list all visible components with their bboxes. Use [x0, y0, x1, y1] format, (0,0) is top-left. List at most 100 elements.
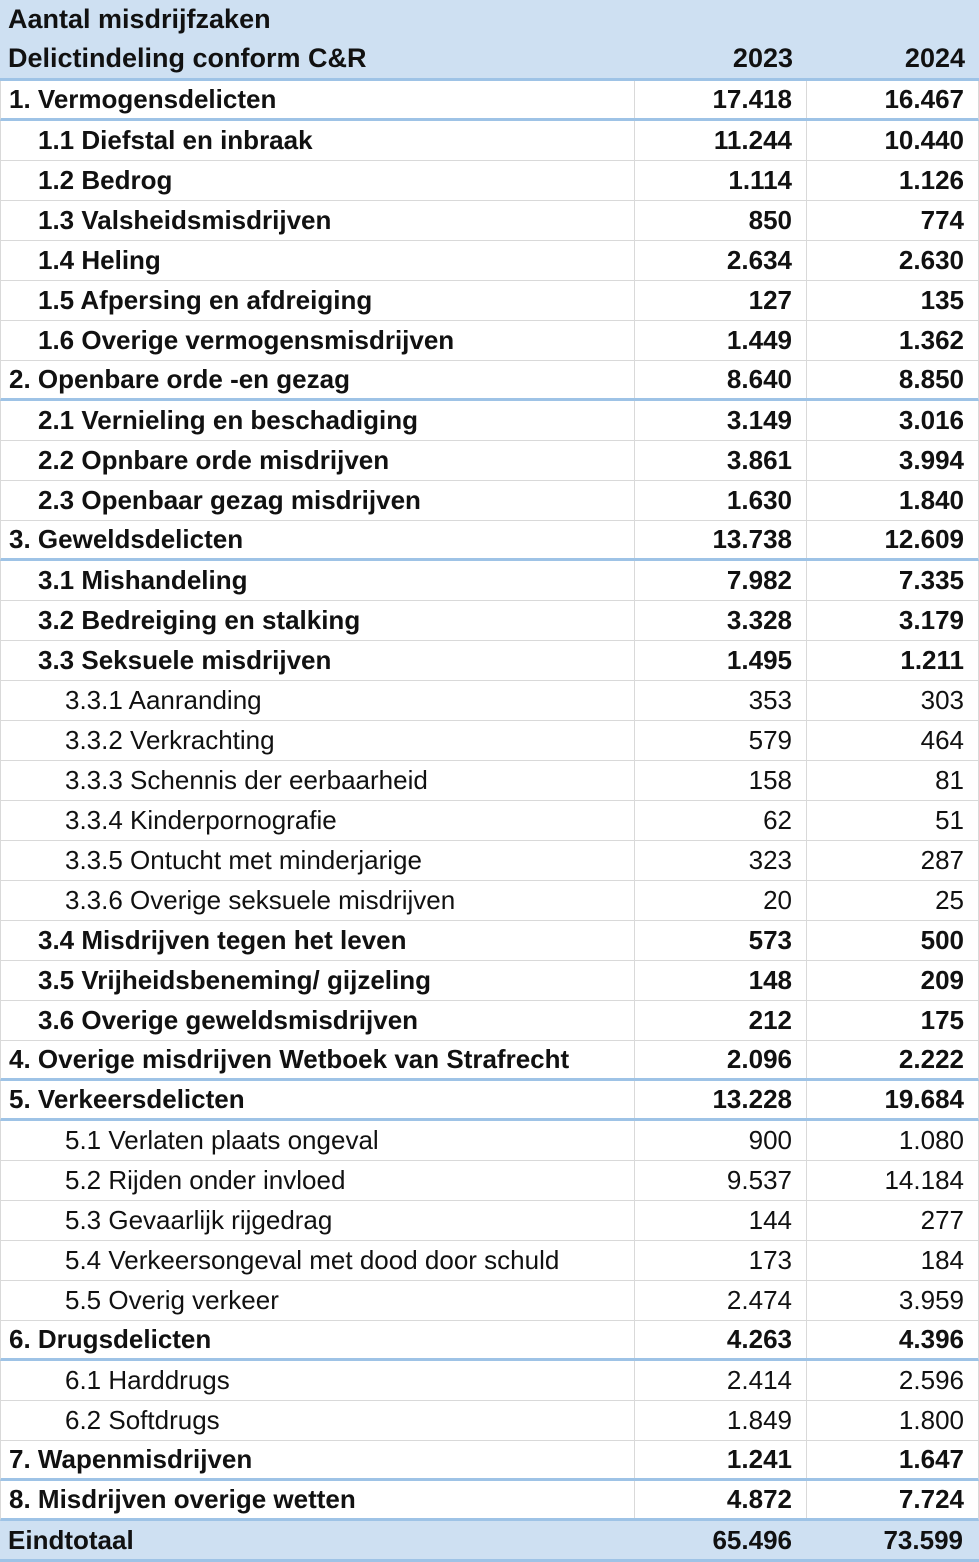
- value-2024: 10.440: [884, 125, 964, 155]
- table-body: 1. Vermogensdelicten 17.418 16.467 1.1 D…: [0, 81, 979, 1521]
- value-2024: 19.684: [884, 1084, 964, 1114]
- total-value-2024: 73.599: [883, 1524, 963, 1555]
- delict-label: 6. Drugsdelicten: [1, 1321, 635, 1358]
- delict-label: 6.1 Harddrugs: [1, 1361, 635, 1400]
- delict-label: 5. Verkeersdelicten: [1, 1081, 635, 1118]
- table-row: 7. Wapenmisdrijven 1.241 1.647: [0, 1441, 979, 1481]
- delict-label: 5.1 Verlaten plaats ongeval: [1, 1121, 635, 1160]
- value-2024: 81: [935, 765, 964, 795]
- delict-label: 3.3.3 Schennis der eerbaarheid: [1, 761, 635, 800]
- value-2023: 8.640: [635, 361, 807, 398]
- value-2023: 173: [635, 1241, 807, 1280]
- value-2024: 4.396: [898, 1324, 964, 1354]
- value-2023: 158: [635, 761, 807, 800]
- value-2023: 1.849: [635, 1401, 807, 1440]
- value-2024: 3.994: [898, 445, 964, 475]
- delict-label: 1.6 Overige vermogensmisdrijven: [1, 321, 635, 360]
- value-2024: 287: [920, 845, 964, 875]
- table-row: 3.3.5 Ontucht met minderjarige 323 287: [0, 841, 979, 881]
- value-2024: 1.647: [898, 1444, 964, 1474]
- value-2023: 353: [635, 681, 807, 720]
- table-row: 1.3 Valsheidsmisdrijven 850 774: [0, 201, 979, 241]
- delict-label: 3.3 Seksuele misdrijven: [1, 641, 635, 680]
- value-2024: 774: [920, 205, 964, 235]
- value-2023: 17.418: [635, 81, 807, 118]
- delict-label: 3. Geweldsdelicten: [1, 521, 635, 558]
- table-row: 4. Overige misdrijven Wetboek van Strafr…: [0, 1041, 979, 1081]
- table-row: 3.2 Bedreiging en stalking 3.328 3.179: [0, 601, 979, 641]
- value-2023: 9.537: [635, 1161, 807, 1200]
- value-2024: 25: [935, 885, 964, 915]
- delict-label: 5.3 Gevaarlijk rijgedrag: [1, 1201, 635, 1240]
- delict-label: 2.3 Openbaar gezag misdrijven: [1, 481, 635, 520]
- table-row: 3.4 Misdrijven tegen het leven 573 500: [0, 921, 979, 961]
- table-row: 3.3.3 Schennis der eerbaarheid 158 81: [0, 761, 979, 801]
- table-row: 1. Vermogensdelicten 17.418 16.467: [0, 81, 979, 121]
- delict-label: 1.3 Valsheidsmisdrijven: [1, 201, 635, 240]
- delict-label: 2.1 Vernieling en beschadiging: [1, 401, 635, 440]
- value-2024: 1.080: [898, 1125, 964, 1155]
- value-2024: 14.184: [884, 1165, 964, 1195]
- table-row: 1.2 Bedrog 1.114 1.126: [0, 161, 979, 201]
- value-2024: 7.724: [898, 1484, 964, 1514]
- delict-label: 4. Overige misdrijven Wetboek van Strafr…: [1, 1041, 635, 1078]
- value-2023: 148: [635, 961, 807, 1000]
- delict-label: 1. Vermogensdelicten: [1, 81, 635, 118]
- delict-label: 3.6 Overige geweldsmisdrijven: [1, 1001, 635, 1040]
- value-2023: 3.149: [635, 401, 807, 440]
- value-2024: 51: [935, 805, 964, 835]
- value-2023: 579: [635, 721, 807, 760]
- table-row: 1.1 Diefstal en inbraak 11.244 10.440: [0, 121, 979, 161]
- value-2024: 3.016: [898, 405, 964, 435]
- delict-label: 3.3.2 Verkrachting: [1, 721, 635, 760]
- value-2023: 11.244: [635, 121, 807, 160]
- table-row: 3.3 Seksuele misdrijven 1.495 1.211: [0, 641, 979, 681]
- table-row: 3.5 Vrijheidsbeneming/ gijzeling 148 209: [0, 961, 979, 1001]
- table-row: 5.5 Overig verkeer 2.474 3.959: [0, 1281, 979, 1321]
- delict-label: 2.2 Opnbare orde misdrijven: [1, 441, 635, 480]
- column-header-row: Delictindeling conform C&R 2023 2024: [0, 39, 979, 78]
- delict-label: 3.2 Bedreiging en stalking: [1, 601, 635, 640]
- value-2023: 1.630: [635, 481, 807, 520]
- value-2024: 3.959: [898, 1285, 964, 1315]
- table-row: 2.2 Opnbare orde misdrijven 3.861 3.994: [0, 441, 979, 481]
- value-2024: 303: [920, 685, 964, 715]
- value-2024: 3.179: [898, 605, 964, 635]
- value-2024: 464: [920, 725, 964, 755]
- table-row: 3. Geweldsdelicten 13.738 12.609: [0, 521, 979, 561]
- value-2024: 135: [920, 285, 964, 315]
- table-row: 6. Drugsdelicten 4.263 4.396: [0, 1321, 979, 1361]
- table-row: 3.3.6 Overige seksuele misdrijven 20 25: [0, 881, 979, 921]
- table-title: Aantal misdrijfzaken: [8, 4, 271, 34]
- table-row: 1.5 Afpersing en afdreiging 127 135: [0, 281, 979, 321]
- delict-label: 1.2 Bedrog: [1, 161, 635, 200]
- table-row: 6.1 Harddrugs 2.414 2.596: [0, 1361, 979, 1401]
- value-2023: 850: [635, 201, 807, 240]
- value-2024: 7.335: [898, 565, 964, 595]
- table-row: 5.1 Verlaten plaats ongeval 900 1.080: [0, 1121, 979, 1161]
- value-2023: 3.328: [635, 601, 807, 640]
- table-row: 1.6 Overige vermogensmisdrijven 1.449 1.…: [0, 321, 979, 361]
- value-2024: 209: [920, 965, 964, 995]
- delict-label: 8. Misdrijven overige wetten: [1, 1481, 635, 1518]
- delict-label: 3.4 Misdrijven tegen het leven: [1, 921, 635, 960]
- table-row: 8. Misdrijven overige wetten 4.872 7.724: [0, 1481, 979, 1521]
- delict-label: 1.4 Heling: [1, 241, 635, 280]
- value-2024: 2.596: [898, 1365, 964, 1395]
- table-row: 5.3 Gevaarlijk rijgedrag 144 277: [0, 1201, 979, 1241]
- table-row: 6.2 Softdrugs 1.849 1.800: [0, 1401, 979, 1441]
- table-row: 3.3.2 Verkrachting 579 464: [0, 721, 979, 761]
- delict-label: 1.5 Afpersing en afdreiging: [1, 281, 635, 320]
- column-header-classification: Delictindeling conform C&R: [8, 43, 367, 73]
- value-2023: 20: [635, 881, 807, 920]
- total-row: Eindtotaal 65.496 73.599: [0, 1521, 979, 1562]
- delict-label: 1.1 Diefstal en inbraak: [1, 121, 635, 160]
- value-2023: 3.861: [635, 441, 807, 480]
- value-2024: 1.211: [900, 645, 964, 675]
- table-row: 5. Verkeersdelicten 13.228 19.684: [0, 1081, 979, 1121]
- value-2023: 1.114: [635, 161, 807, 200]
- table-row: 3.1 Mishandeling 7.982 7.335: [0, 561, 979, 601]
- value-2024: 1.362: [898, 325, 964, 355]
- table-row: 3.3.4 Kinderpornografie 62 51: [0, 801, 979, 841]
